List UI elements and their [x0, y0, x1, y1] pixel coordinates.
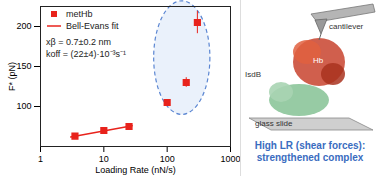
svg-text:1: 1	[38, 154, 43, 164]
svg-text:100: 100	[160, 154, 175, 164]
svg-text:10: 10	[99, 154, 109, 164]
svg-text:200: 200	[16, 21, 31, 31]
html-text:Hb: Hb	[313, 56, 324, 65]
html-text:glass slide: glass slide	[255, 119, 293, 128]
html-text:cantilever: cantilever	[329, 22, 364, 31]
html-text:metHb: metHb	[66, 9, 93, 19]
html-text:xβ = 0.7±0.2 nm: xβ = 0.7±0.2 nm	[46, 37, 111, 47]
svg-text:150: 150	[16, 61, 31, 71]
html-text:IsdB: IsdB	[245, 70, 261, 79]
svg-text:F* (pN): F* (pN)	[7, 62, 17, 91]
html-text:Bell-Evans fit: Bell-Evans fit	[66, 21, 119, 31]
html-text:High LR (shear forces): streng: High LR (shear forces): strengthened com…	[254, 140, 366, 163]
svg-text:1000: 1000	[220, 154, 240, 164]
svg-text:Loading Rate (nN/s): Loading Rate (nN/s)	[95, 165, 176, 175]
html-text:koff = (22±4)·10⁻³s⁻¹: koff = (22±4)·10⁻³s⁻¹	[46, 49, 127, 59]
svg-text:100: 100	[16, 101, 31, 111]
